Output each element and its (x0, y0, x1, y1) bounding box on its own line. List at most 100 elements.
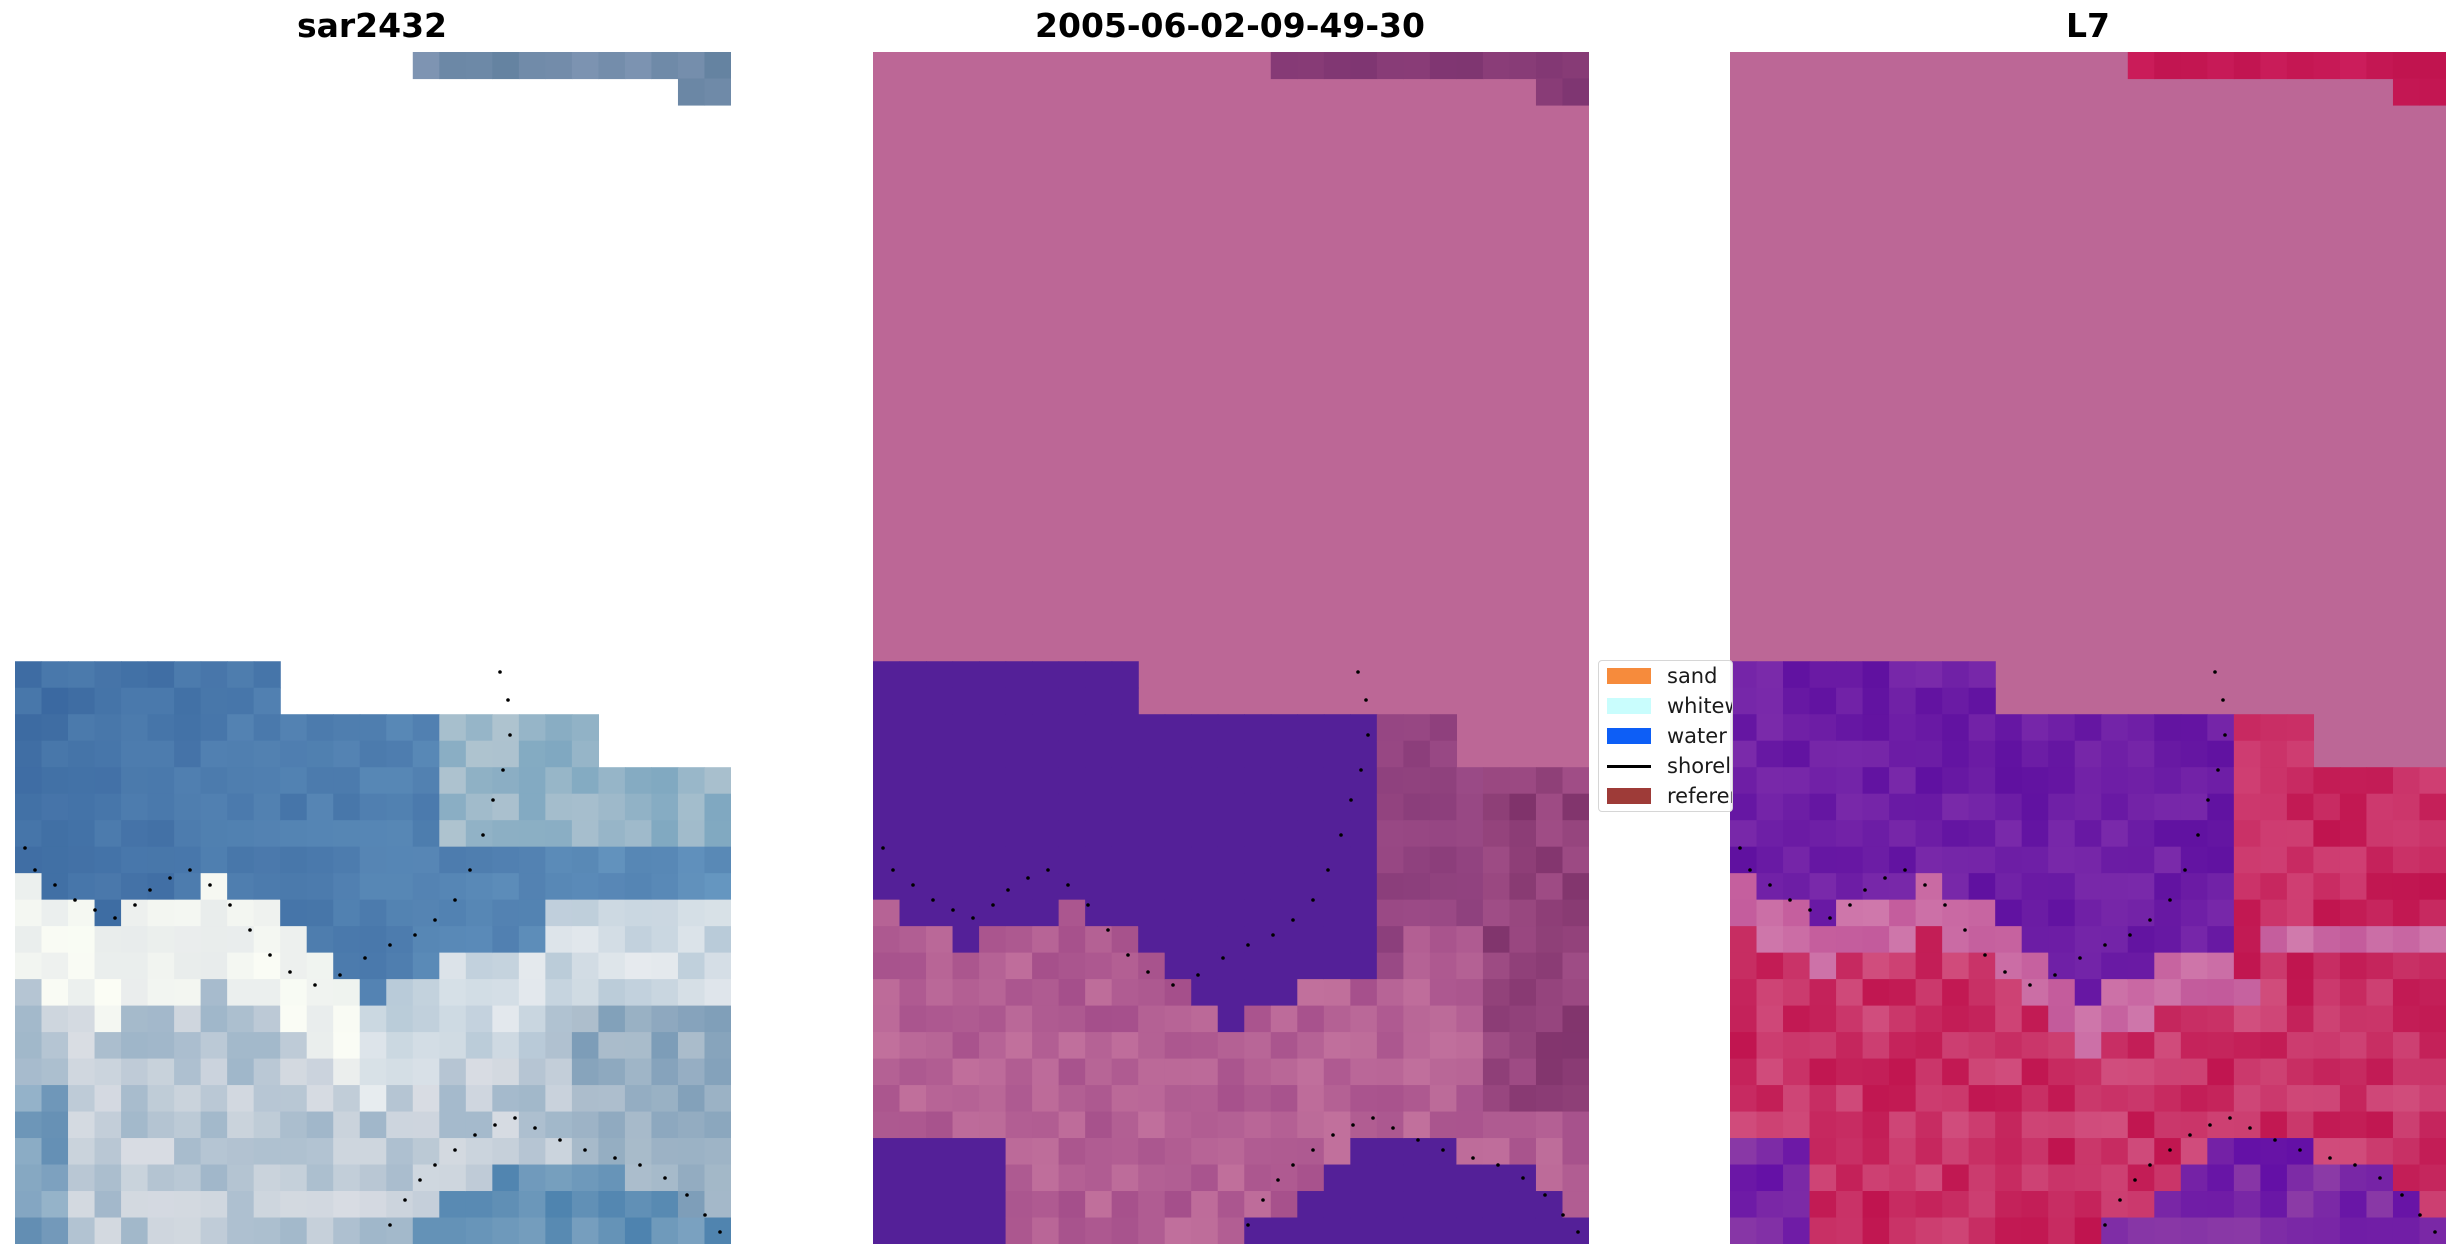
legend-swatch-reference (1607, 788, 1651, 804)
class-pixel (1244, 820, 1272, 848)
index-pixel (1942, 1058, 1970, 1086)
rgb-pixel (253, 714, 281, 742)
rgb-pixel (174, 1164, 202, 1192)
rgb-pixel (41, 1032, 69, 1060)
shoreline-point (1006, 888, 1010, 892)
legend-item-water: water (1607, 723, 1727, 749)
index-pixel (1730, 1217, 1758, 1244)
rgb-pixel (492, 1138, 520, 1166)
rgb-pixel (704, 1085, 731, 1113)
index-pixel (2180, 873, 2208, 901)
rgb-pixel (280, 899, 308, 927)
class-pixel (899, 820, 927, 848)
rgb-pixel (306, 979, 334, 1007)
index-pixel (2286, 979, 2315, 1007)
index-pixel (2127, 899, 2155, 927)
legend-label: referen (1667, 784, 1732, 808)
index-pixel (1968, 714, 1996, 742)
class-pixel (1191, 793, 1219, 821)
class-pixel (1297, 952, 1325, 980)
index-pixel (1730, 661, 1758, 689)
index-pixel (2048, 1005, 2076, 1033)
rgb-pixel (598, 1032, 626, 1060)
rgb-pixel (545, 714, 573, 742)
rgb-pixel (651, 1005, 679, 1033)
rgb-pixel (200, 767, 228, 795)
class-pixel (1350, 952, 1378, 980)
rgb-pixel (359, 1217, 387, 1244)
index-pixel (1995, 793, 2023, 821)
index-pixel (2286, 1164, 2315, 1192)
class-pixel (1058, 1085, 1086, 1113)
class-pixel (1482, 1164, 1511, 1192)
index-pixel (1968, 926, 1996, 954)
index-pixel (2339, 952, 2368, 980)
shoreline-point (1738, 846, 1742, 850)
rgb-pixel (651, 1058, 679, 1086)
index-pixel (2392, 979, 2421, 1007)
index-pixel (2127, 1191, 2155, 1219)
index-pixel (2180, 1164, 2208, 1192)
class-pixel (1323, 1217, 1351, 1244)
class-pixel (873, 899, 901, 927)
rgb-pixel (227, 952, 255, 980)
index-pixel (1915, 979, 1943, 1007)
rgb-pixel (94, 740, 122, 768)
class-pixel (1217, 1032, 1245, 1060)
class-pixel (1376, 1164, 1404, 1192)
index-pixel (2339, 52, 2368, 80)
rgb-pixel (439, 767, 467, 795)
index-pixel (2392, 820, 2421, 848)
class-pixel (1509, 979, 1537, 1007)
index-pixel (1968, 1217, 1996, 1244)
rgb-pixel (545, 52, 573, 80)
rgb-pixel (280, 1138, 308, 1166)
shoreline-point (2213, 670, 2217, 674)
index-pixel (1862, 714, 1890, 742)
class-pixel (979, 793, 1007, 821)
class-pixel (1164, 952, 1192, 980)
index-pixel (2154, 899, 2182, 927)
rgb-pixel (253, 899, 281, 927)
shoreline-point (2223, 733, 2227, 737)
rgb-pixel (439, 979, 467, 1007)
class-pixel (979, 1058, 1007, 1086)
class-pixel (1323, 1138, 1351, 1166)
index-pixel (2207, 820, 2235, 848)
index-pixel (1995, 1191, 2023, 1219)
rgb-pixel (121, 767, 149, 795)
class-pixel (952, 687, 980, 715)
index-pixel (2233, 899, 2261, 927)
index-pixel (2313, 1138, 2341, 1166)
index-pixel (2233, 52, 2261, 80)
class-pixel (899, 661, 927, 689)
class-pixel (1217, 1217, 1245, 1244)
index-pixel (2260, 926, 2288, 954)
class-pixel (952, 1138, 980, 1166)
class-pixel (1562, 1164, 1589, 1192)
class-pixel (1456, 846, 1484, 874)
class-pixel (1270, 793, 1298, 821)
class-pixel (1456, 1217, 1484, 1244)
rgb-pixel (147, 1191, 175, 1219)
class-pixel (1032, 793, 1060, 821)
class-pixel (1509, 1085, 1537, 1113)
index-pixel (1756, 661, 1784, 689)
index-pixel (1915, 952, 1943, 980)
index-pixel (2419, 899, 2446, 927)
rgb-pixel (68, 1111, 96, 1139)
rgb-pixel (200, 952, 228, 980)
rgb-pixel (253, 1032, 281, 1060)
index-pixel (1836, 793, 1864, 821)
index-pixel (1730, 1138, 1758, 1166)
index-pixel (2233, 714, 2261, 742)
rgb-pixel (121, 793, 149, 821)
shoreline-point (2273, 1138, 2277, 1142)
rgb-pixel (518, 52, 546, 80)
rgb-pixel (359, 1085, 387, 1113)
class-pixel (1376, 873, 1404, 901)
class-pixel (1482, 979, 1511, 1007)
index-pixel (1862, 687, 1890, 715)
class-pixel (1403, 793, 1431, 821)
shoreline-point (168, 876, 172, 880)
